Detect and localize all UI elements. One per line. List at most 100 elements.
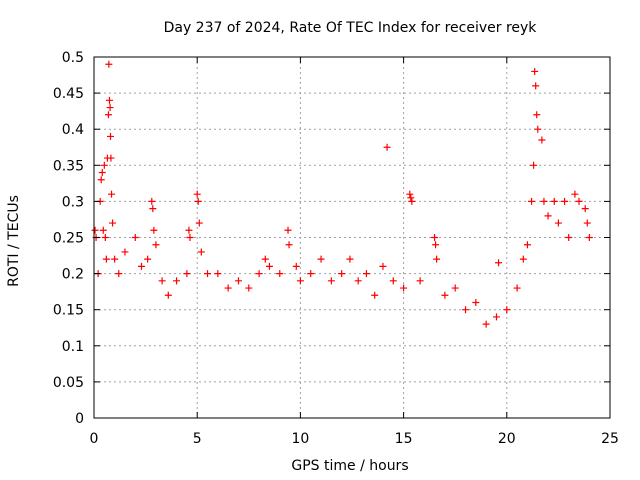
data-point <box>152 241 160 249</box>
plot-frame <box>93 56 611 419</box>
data-point <box>284 226 292 234</box>
data-point <box>265 262 273 270</box>
data-point <box>531 67 539 75</box>
data-point <box>100 161 108 169</box>
x-tick-label: 15 <box>395 431 413 447</box>
data-point <box>173 277 181 285</box>
data-point <box>195 219 203 227</box>
data-point <box>407 194 415 202</box>
data-point <box>317 255 325 263</box>
data-point <box>534 125 542 133</box>
data-point <box>327 277 335 285</box>
data-point <box>550 197 558 205</box>
y-tick-label: 0.25 <box>53 231 84 247</box>
data-point <box>255 270 263 278</box>
data-point <box>194 197 202 205</box>
y-tick-label: 0.45 <box>53 86 84 102</box>
y-tick-label: 0.3 <box>62 194 84 210</box>
data-point <box>416 277 424 285</box>
data-point <box>101 234 109 241</box>
data-point <box>164 291 172 299</box>
y-tick-label: 0.5 <box>62 50 84 66</box>
x-tick-label: 0 <box>90 431 99 447</box>
data-point <box>296 277 304 285</box>
data-point <box>389 277 397 285</box>
grid-lines <box>94 57 610 418</box>
data-point <box>503 306 511 314</box>
data-point <box>292 262 300 270</box>
data-point <box>285 241 293 249</box>
data-point <box>109 219 117 227</box>
data-point <box>472 298 480 306</box>
y-tick-label: 0.2 <box>62 267 84 283</box>
data-point <box>193 190 201 198</box>
data-point <box>482 320 490 328</box>
data-point <box>362 270 370 278</box>
data-point <box>400 284 408 292</box>
data-point <box>379 262 387 270</box>
x-axis-label: GPS time / hours <box>291 458 408 474</box>
data-point <box>408 197 416 205</box>
data-point <box>338 270 346 278</box>
y-axis-label: ROTI / TECUs <box>6 195 22 287</box>
data-point <box>406 190 414 198</box>
data-point <box>519 255 527 263</box>
data-point <box>97 176 105 184</box>
x-tick-label: 10 <box>291 431 309 447</box>
data-point <box>131 234 139 241</box>
data-point <box>214 270 222 278</box>
data-point <box>530 161 538 169</box>
data-point <box>492 313 500 321</box>
data-point <box>105 60 113 68</box>
data-point <box>115 270 123 278</box>
data-point <box>276 270 284 278</box>
data-point <box>441 291 449 299</box>
data-point <box>148 197 156 205</box>
data-point <box>245 284 253 292</box>
data-point <box>451 284 459 292</box>
data-points <box>91 60 593 328</box>
data-point <box>462 306 470 314</box>
data-point <box>105 96 113 104</box>
data-point <box>554 219 562 227</box>
data-point <box>346 255 354 263</box>
data-point <box>585 234 593 241</box>
data-point <box>383 143 391 151</box>
data-point <box>121 248 129 256</box>
data-point <box>107 132 115 140</box>
data-point <box>99 226 107 234</box>
x-tick-label: 5 <box>193 431 202 447</box>
data-point <box>575 197 583 205</box>
data-point <box>186 234 194 241</box>
data-point <box>433 255 441 263</box>
data-point <box>307 270 315 278</box>
data-point <box>538 136 546 144</box>
data-point <box>107 154 115 162</box>
chart-title: Day 237 of 2024, Rate Of TEC Index for r… <box>164 20 538 36</box>
x-tick-label: 25 <box>601 431 619 447</box>
y-tick-label: 0.15 <box>53 303 84 319</box>
data-point <box>91 226 99 234</box>
axis-ticks: 0 5 10 15 20 25 0 0.05 0.1 0.15 0.2 0.25 0.3 0.35 0.4 0… <box>53 50 619 447</box>
data-point <box>106 104 114 112</box>
data-point <box>583 219 591 227</box>
y-tick-label: 0.4 <box>62 122 84 138</box>
data-point <box>431 234 439 241</box>
y-tick-label: 0.1 <box>62 339 84 355</box>
data-point <box>149 205 157 213</box>
data-point <box>532 82 540 90</box>
data-point <box>204 270 212 278</box>
data-point <box>261 255 269 263</box>
data-point <box>197 248 205 256</box>
data-point <box>513 284 521 292</box>
data-point <box>104 111 112 119</box>
data-point <box>565 234 573 241</box>
data-point <box>102 255 110 263</box>
data-point <box>185 226 193 234</box>
data-point <box>523 241 531 249</box>
data-point <box>561 197 569 205</box>
y-tick-label: 0.35 <box>53 158 84 174</box>
data-point <box>144 255 152 263</box>
data-point <box>533 111 541 119</box>
